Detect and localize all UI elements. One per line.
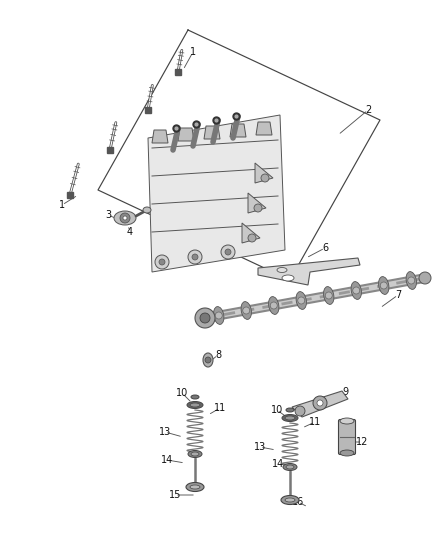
Ellipse shape — [285, 416, 295, 420]
Text: 15: 15 — [169, 490, 181, 500]
Text: 1: 1 — [190, 47, 196, 57]
Ellipse shape — [268, 296, 279, 314]
Polygon shape — [248, 193, 266, 213]
Circle shape — [192, 254, 198, 260]
Polygon shape — [204, 126, 220, 139]
Ellipse shape — [282, 415, 298, 422]
Circle shape — [248, 234, 256, 242]
Circle shape — [317, 400, 323, 406]
Ellipse shape — [114, 211, 136, 225]
Ellipse shape — [298, 297, 305, 304]
Polygon shape — [292, 391, 348, 417]
Polygon shape — [152, 130, 168, 143]
Ellipse shape — [191, 452, 199, 456]
Text: 6: 6 — [322, 243, 328, 253]
Text: 7: 7 — [395, 290, 401, 300]
Polygon shape — [258, 258, 360, 285]
Ellipse shape — [215, 312, 222, 319]
Ellipse shape — [241, 302, 251, 319]
Ellipse shape — [143, 207, 151, 213]
Ellipse shape — [378, 277, 389, 294]
Circle shape — [295, 406, 305, 416]
Circle shape — [155, 255, 169, 269]
Ellipse shape — [187, 401, 203, 408]
Circle shape — [200, 313, 210, 323]
Text: 14: 14 — [272, 459, 284, 469]
Text: 13: 13 — [254, 442, 266, 452]
Circle shape — [313, 396, 327, 410]
Circle shape — [261, 174, 269, 182]
Text: 5: 5 — [262, 243, 268, 253]
Circle shape — [221, 245, 235, 259]
Text: 4: 4 — [127, 227, 133, 237]
Text: 9: 9 — [342, 387, 348, 397]
Polygon shape — [230, 124, 246, 137]
Text: 12: 12 — [356, 437, 368, 447]
Ellipse shape — [324, 287, 334, 304]
Ellipse shape — [340, 450, 354, 456]
Ellipse shape — [188, 450, 202, 457]
Polygon shape — [242, 223, 260, 243]
Polygon shape — [148, 115, 285, 272]
Ellipse shape — [380, 282, 387, 289]
Ellipse shape — [190, 485, 200, 489]
Ellipse shape — [214, 306, 224, 325]
Ellipse shape — [282, 275, 294, 281]
FancyBboxPatch shape — [339, 419, 356, 455]
Text: 11: 11 — [214, 403, 226, 413]
Text: 16: 16 — [292, 497, 304, 507]
Circle shape — [225, 249, 231, 255]
Ellipse shape — [277, 268, 287, 272]
Polygon shape — [178, 128, 194, 141]
Ellipse shape — [296, 292, 307, 309]
Text: 8: 8 — [215, 350, 221, 360]
Circle shape — [123, 216, 127, 220]
Ellipse shape — [406, 272, 417, 289]
Circle shape — [120, 213, 130, 223]
Circle shape — [188, 250, 202, 264]
Ellipse shape — [408, 277, 415, 284]
Polygon shape — [256, 122, 272, 135]
Polygon shape — [255, 163, 273, 183]
Text: 10: 10 — [176, 388, 188, 398]
Ellipse shape — [191, 395, 199, 399]
Text: 11: 11 — [309, 417, 321, 427]
Ellipse shape — [286, 465, 294, 469]
Text: 1: 1 — [59, 200, 65, 210]
Ellipse shape — [285, 498, 295, 502]
Ellipse shape — [281, 496, 299, 505]
Ellipse shape — [286, 408, 294, 412]
Ellipse shape — [325, 292, 332, 299]
Circle shape — [205, 357, 211, 363]
Ellipse shape — [283, 464, 297, 471]
Text: 3: 3 — [105, 210, 111, 220]
Ellipse shape — [243, 307, 250, 314]
Circle shape — [195, 308, 215, 328]
Ellipse shape — [186, 482, 204, 491]
Ellipse shape — [270, 302, 277, 309]
Ellipse shape — [203, 353, 213, 367]
Text: 13: 13 — [159, 427, 171, 437]
Text: 2: 2 — [365, 105, 371, 115]
Text: 10: 10 — [271, 405, 283, 415]
Ellipse shape — [353, 287, 360, 294]
Circle shape — [254, 204, 262, 212]
Ellipse shape — [340, 418, 354, 424]
Circle shape — [159, 259, 165, 265]
Text: 14: 14 — [161, 455, 173, 465]
Ellipse shape — [190, 403, 200, 407]
Ellipse shape — [351, 281, 361, 300]
Circle shape — [419, 272, 431, 284]
